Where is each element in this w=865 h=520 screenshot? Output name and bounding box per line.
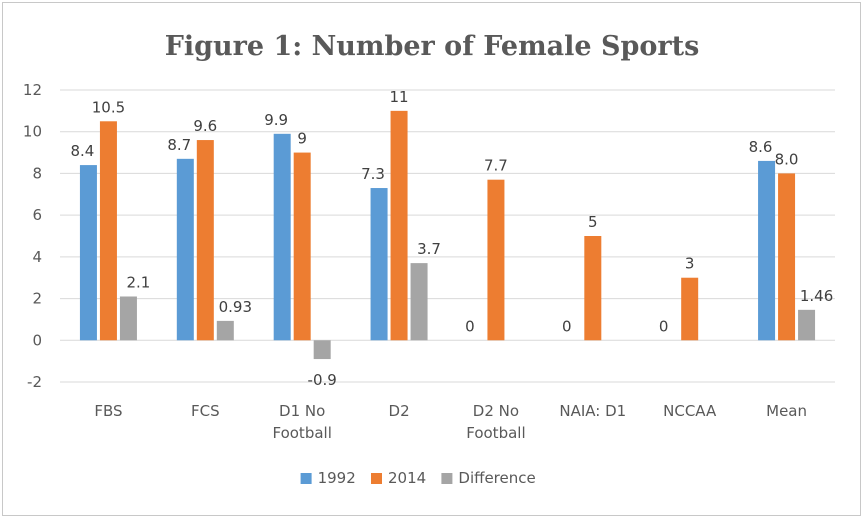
bar-2014 bbox=[778, 173, 796, 341]
y-axis: -2 0 2 4 6 8 10 12 bbox=[23, 81, 42, 391]
data-label: 8.4 bbox=[71, 142, 95, 160]
data-label-layer: 8.4 10.5 2.1 8.79.6 0.93 9.9 9 -0.9 7.3 11 3.7 0 7.7… bbox=[71, 88, 834, 389]
data-label: 0 bbox=[562, 317, 572, 335]
bar-2014 bbox=[390, 110, 408, 341]
bar-difference bbox=[410, 263, 428, 341]
bar-1992 bbox=[176, 158, 194, 341]
data-label: 0 bbox=[465, 317, 475, 335]
x-tick-label: Mean bbox=[766, 402, 807, 420]
bar-1992 bbox=[370, 188, 388, 341]
x-tick-label: D2 bbox=[389, 402, 410, 420]
data-label: 3.7 bbox=[417, 240, 441, 258]
data-label: 9.6 bbox=[193, 117, 217, 135]
chart-title: Figure 1: Number of Female Sports bbox=[165, 31, 700, 62]
bar-1992 bbox=[79, 165, 97, 341]
legend-label: 1992 bbox=[318, 469, 356, 487]
data-label: 8.6 bbox=[749, 138, 773, 156]
data-label: 0 bbox=[659, 317, 669, 335]
data-label: 0.93 bbox=[219, 298, 252, 316]
data-label: 5 bbox=[588, 213, 598, 231]
bar-2014 bbox=[196, 140, 214, 341]
bar-2014 bbox=[99, 121, 117, 341]
data-label: 3 bbox=[685, 255, 695, 273]
data-label: 2.1 bbox=[127, 273, 151, 291]
bar-1992 bbox=[758, 160, 776, 341]
bar-1992 bbox=[273, 133, 291, 341]
y-tick-label: 2 bbox=[32, 290, 42, 308]
x-tick-label: D1 No Football bbox=[272, 402, 331, 442]
grid-layer bbox=[60, 89, 835, 383]
y-tick-label: 8 bbox=[32, 164, 42, 182]
bar-2014 bbox=[681, 277, 699, 341]
legend-swatch-difference bbox=[441, 473, 453, 484]
x-tick-label: NAIA: D1 bbox=[559, 402, 626, 420]
x-tick-label: FBS bbox=[94, 402, 122, 420]
legend-label: Difference bbox=[458, 469, 535, 487]
data-label: 9.9 bbox=[264, 111, 288, 129]
legend: 1992 2014 Difference bbox=[300, 469, 536, 487]
y-tick-label: 0 bbox=[32, 331, 42, 349]
data-label: 1.46 bbox=[800, 287, 833, 305]
bar-2014 bbox=[584, 236, 602, 341]
bar-difference bbox=[798, 309, 816, 341]
data-label: 10.5 bbox=[92, 98, 125, 116]
y-tick-label: 4 bbox=[32, 248, 42, 266]
x-tick-label: D2 No Football bbox=[466, 402, 525, 442]
data-label: -0.9 bbox=[308, 371, 337, 389]
x-axis: FBS FCS D1 No Football D2 D2 No Football NAIA: … bbox=[94, 402, 807, 442]
bar-layer bbox=[79, 110, 816, 360]
bar-2014 bbox=[487, 179, 505, 341]
y-tick-label: 10 bbox=[23, 123, 42, 141]
legend-swatch-2014 bbox=[371, 473, 382, 484]
bar-difference bbox=[119, 296, 137, 341]
data-label: 7.7 bbox=[484, 157, 508, 175]
data-label: 8.7 bbox=[167, 136, 191, 154]
data-label: 8.0 bbox=[775, 150, 799, 168]
y-tick-label: 6 bbox=[32, 206, 42, 224]
data-label: 9 bbox=[297, 130, 307, 148]
y-tick-label: -2 bbox=[27, 373, 42, 391]
x-tick-label: FCS bbox=[191, 402, 220, 420]
legend-label: 2014 bbox=[388, 469, 426, 487]
y-tick-label: 12 bbox=[23, 81, 42, 99]
bar-2014 bbox=[293, 152, 311, 341]
bar-difference bbox=[216, 320, 234, 341]
x-tick-label: NCCAA bbox=[663, 402, 717, 420]
data-label: 7.3 bbox=[361, 165, 385, 183]
legend-swatch-1992 bbox=[300, 473, 312, 484]
bar-difference bbox=[313, 340, 331, 360]
data-label: 11 bbox=[390, 88, 409, 106]
